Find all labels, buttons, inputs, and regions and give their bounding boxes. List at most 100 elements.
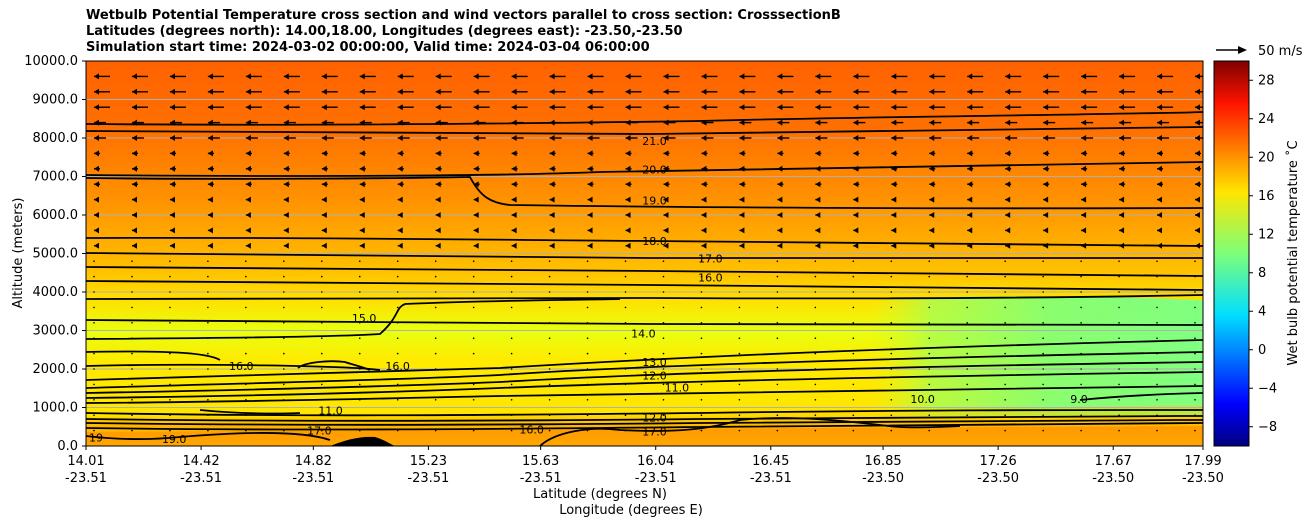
x-axis: 14.01 -23.51 14.42 -23.51 14.82 -23.51 15.23 -2… bbox=[65, 446, 1224, 486]
wind-vector-head bbox=[207, 196, 213, 203]
wind-vector-head bbox=[397, 181, 403, 188]
wind-vector-dot bbox=[207, 399, 209, 401]
wind-vector-head bbox=[663, 104, 669, 111]
wind-vector-head bbox=[207, 212, 213, 218]
wind-vector-dot bbox=[320, 306, 323, 309]
wind-vector-head bbox=[853, 181, 859, 188]
wind-vector-dot bbox=[510, 414, 513, 417]
wind-vector-dot bbox=[1194, 306, 1196, 309]
wind-vector-head bbox=[1005, 212, 1011, 218]
wind-vector-head bbox=[473, 212, 479, 218]
x-tick-label-lon: -23.51 bbox=[635, 471, 677, 486]
wind-vector-dot bbox=[662, 352, 665, 355]
wind-vector-dot bbox=[1042, 260, 1044, 263]
wind-vector-dot bbox=[624, 368, 627, 370]
wind-vector-dot bbox=[396, 352, 399, 355]
wind-vector-head bbox=[1043, 73, 1049, 80]
wind-vector-head bbox=[587, 73, 593, 80]
wind-vector-dot bbox=[776, 306, 779, 309]
wind-vector-head bbox=[321, 88, 327, 95]
wind-vector-head bbox=[359, 119, 365, 126]
wind-vector-dot bbox=[245, 275, 247, 278]
wind-vector-dot bbox=[1118, 275, 1120, 278]
wind-vector-dot bbox=[776, 337, 779, 340]
wind-vector-dot bbox=[131, 429, 133, 432]
chart-title-line-2: Latitudes (degrees north): 14.00,18.00, … bbox=[86, 24, 683, 39]
quiver-key-label: 50 m/s bbox=[1258, 44, 1303, 59]
wind-vector-dot bbox=[1156, 368, 1158, 370]
wind-vector-dot bbox=[207, 260, 209, 263]
wind-vector-dot bbox=[93, 383, 95, 386]
wind-vector-head bbox=[549, 135, 555, 141]
wind-vector-head bbox=[739, 165, 745, 172]
wind-vector-dot bbox=[1004, 383, 1006, 386]
wind-vector-dot bbox=[1118, 322, 1120, 324]
wind-vector-dot bbox=[245, 399, 247, 401]
wind-vector-dot bbox=[358, 275, 361, 278]
colorbar-tick-label: 24 bbox=[1258, 112, 1275, 127]
wind-vector-dot bbox=[852, 368, 855, 370]
wind-vector-dot bbox=[283, 291, 285, 293]
wind-vector-head bbox=[435, 181, 441, 188]
wind-vector-head bbox=[283, 104, 289, 111]
wind-vector-head bbox=[397, 88, 403, 95]
wind-vector-dot bbox=[93, 368, 95, 370]
wind-vector-head bbox=[815, 119, 821, 126]
wind-vector-head bbox=[1081, 196, 1087, 203]
wind-vector-head bbox=[549, 119, 555, 126]
wind-vector-head bbox=[701, 73, 707, 80]
wind-vector-head bbox=[169, 212, 175, 218]
wind-vector-head bbox=[853, 135, 859, 141]
wind-vector-head bbox=[587, 165, 593, 172]
wind-vector-head bbox=[473, 150, 479, 157]
wind-vector-head bbox=[967, 196, 973, 203]
wind-vector-head bbox=[511, 165, 517, 172]
wind-vector-head bbox=[1157, 212, 1163, 218]
wind-vector-dot bbox=[814, 399, 817, 401]
wind-vector-head bbox=[283, 181, 289, 188]
wind-vector-head bbox=[967, 73, 973, 80]
wind-vector-head bbox=[397, 135, 403, 141]
wind-vector-dot bbox=[169, 414, 171, 417]
wind-vector-head bbox=[435, 88, 441, 95]
x-tick-label-lon: -23.51 bbox=[407, 471, 449, 486]
wind-vector-head bbox=[207, 150, 213, 157]
wind-vector-dot bbox=[434, 383, 437, 386]
wind-vector-dot bbox=[928, 275, 931, 278]
wind-vector-head bbox=[701, 196, 707, 203]
wind-vector-head bbox=[929, 181, 935, 188]
wind-vector-dot bbox=[1042, 399, 1044, 401]
wind-vector-head bbox=[1119, 242, 1125, 249]
wind-vector-dot bbox=[928, 306, 931, 309]
wind-vector-head bbox=[777, 135, 783, 141]
wind-vector-head bbox=[1157, 242, 1163, 249]
y-tick-label: 5000.0 bbox=[33, 247, 79, 262]
contour-lines bbox=[86, 111, 1203, 446]
wind-vector-dot bbox=[700, 275, 703, 278]
colorbar-tick-label: −8 bbox=[1258, 420, 1277, 435]
wind-vector-head bbox=[245, 150, 251, 157]
wind-vector-dot bbox=[1042, 414, 1044, 417]
wind-vector-head bbox=[511, 73, 517, 80]
wind-vector-head bbox=[94, 88, 99, 95]
wind-vector-dot bbox=[814, 291, 817, 293]
contour-label: 16.0 bbox=[519, 424, 544, 437]
wind-vector-head bbox=[1157, 165, 1163, 172]
wind-vector-dot bbox=[548, 429, 551, 432]
wind-vector-head bbox=[739, 212, 745, 218]
wind-vector-dot bbox=[624, 306, 627, 309]
contour-label: 16.0 bbox=[698, 272, 723, 285]
wind-vector-head bbox=[397, 150, 403, 157]
wind-vector-head bbox=[1005, 227, 1011, 234]
wind-vector-head bbox=[169, 88, 175, 95]
x-tick-label-lon: -23.50 bbox=[1092, 471, 1134, 486]
wind-vector-dot bbox=[283, 429, 285, 432]
wind-vector-dot bbox=[890, 429, 893, 432]
wind-vector-head bbox=[777, 181, 783, 188]
wind-vector-dot bbox=[548, 383, 551, 386]
wind-vector-dot bbox=[131, 414, 133, 417]
wind-vector-head bbox=[94, 165, 99, 172]
wind-vector-dot bbox=[928, 368, 931, 370]
wind-vector-head bbox=[739, 88, 745, 95]
wind-vector-head bbox=[1043, 196, 1049, 203]
